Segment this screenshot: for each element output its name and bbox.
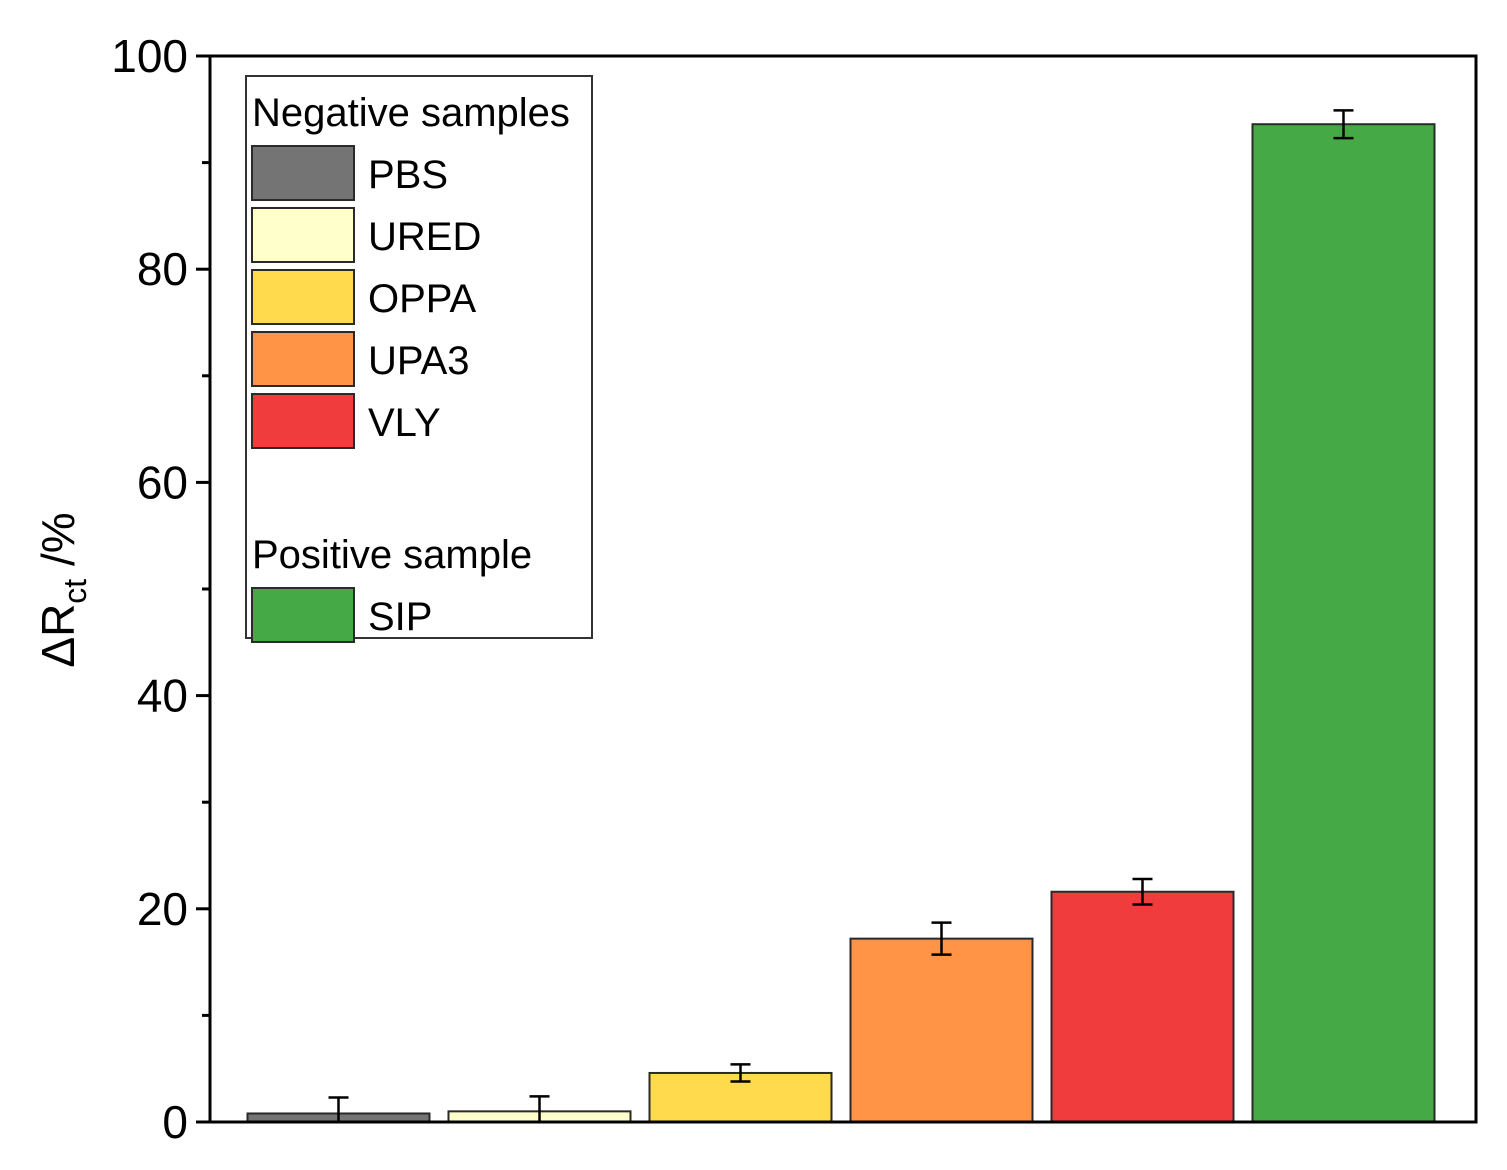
- legend-entry-pbs: PBS: [251, 145, 448, 201]
- y-tick-label: 0: [162, 1096, 188, 1148]
- y-tick-label: 100: [111, 30, 188, 82]
- y-axis-label-suffix: /%: [32, 512, 84, 578]
- legend-swatch: [251, 331, 355, 387]
- legend-heading: Negative samples: [252, 91, 570, 135]
- legend: Negative samples PBS URED OPPA UPA3 VLY Positi…: [245, 75, 593, 643]
- y-axis-label-main: ΔR: [32, 604, 84, 668]
- legend-entry-vly: VLY: [251, 393, 441, 449]
- error-bar-vly: [1132, 877, 1153, 906]
- y-tick-label: 20: [137, 883, 188, 935]
- bar-vly: [1050, 890, 1235, 1124]
- legend-heading: Positive sample: [252, 533, 532, 577]
- legend-entry-upa3: UPA3: [251, 331, 470, 387]
- legend-label: URED: [368, 215, 481, 259]
- legend-swatch: [251, 207, 355, 263]
- legend-label: PBS: [368, 153, 448, 197]
- y-tick-label: 80: [137, 243, 188, 295]
- y-axis-label: ΔRct /%: [32, 512, 93, 667]
- legend-entry-ured: URED: [251, 207, 481, 263]
- error-bar-oppa: [730, 1063, 751, 1083]
- y-tick-label: 60: [137, 456, 188, 508]
- error-bar-upa3: [931, 921, 952, 956]
- y-axis-label-subscript: ct: [57, 579, 93, 604]
- legend-swatch: [251, 393, 355, 449]
- bars: [246, 123, 1436, 1124]
- y-tick-label: 40: [137, 670, 188, 722]
- legend-label: UPA3: [368, 339, 470, 383]
- legend-swatch: [251, 587, 355, 643]
- legend-swatch: [251, 269, 355, 325]
- legend-entry-oppa: OPPA: [251, 269, 477, 325]
- bar-sip: [1251, 123, 1436, 1123]
- legend-label: SIP: [368, 595, 432, 639]
- bar-upa3: [849, 937, 1034, 1124]
- error-bar-sip: [1333, 109, 1354, 140]
- legend-swatch: [251, 145, 355, 201]
- legend-entry-sip: SIP: [251, 587, 432, 643]
- y-axis: 0 20 40 60 80 100: [111, 30, 210, 1148]
- legend-label: VLY: [368, 401, 441, 445]
- legend-label: OPPA: [368, 277, 477, 321]
